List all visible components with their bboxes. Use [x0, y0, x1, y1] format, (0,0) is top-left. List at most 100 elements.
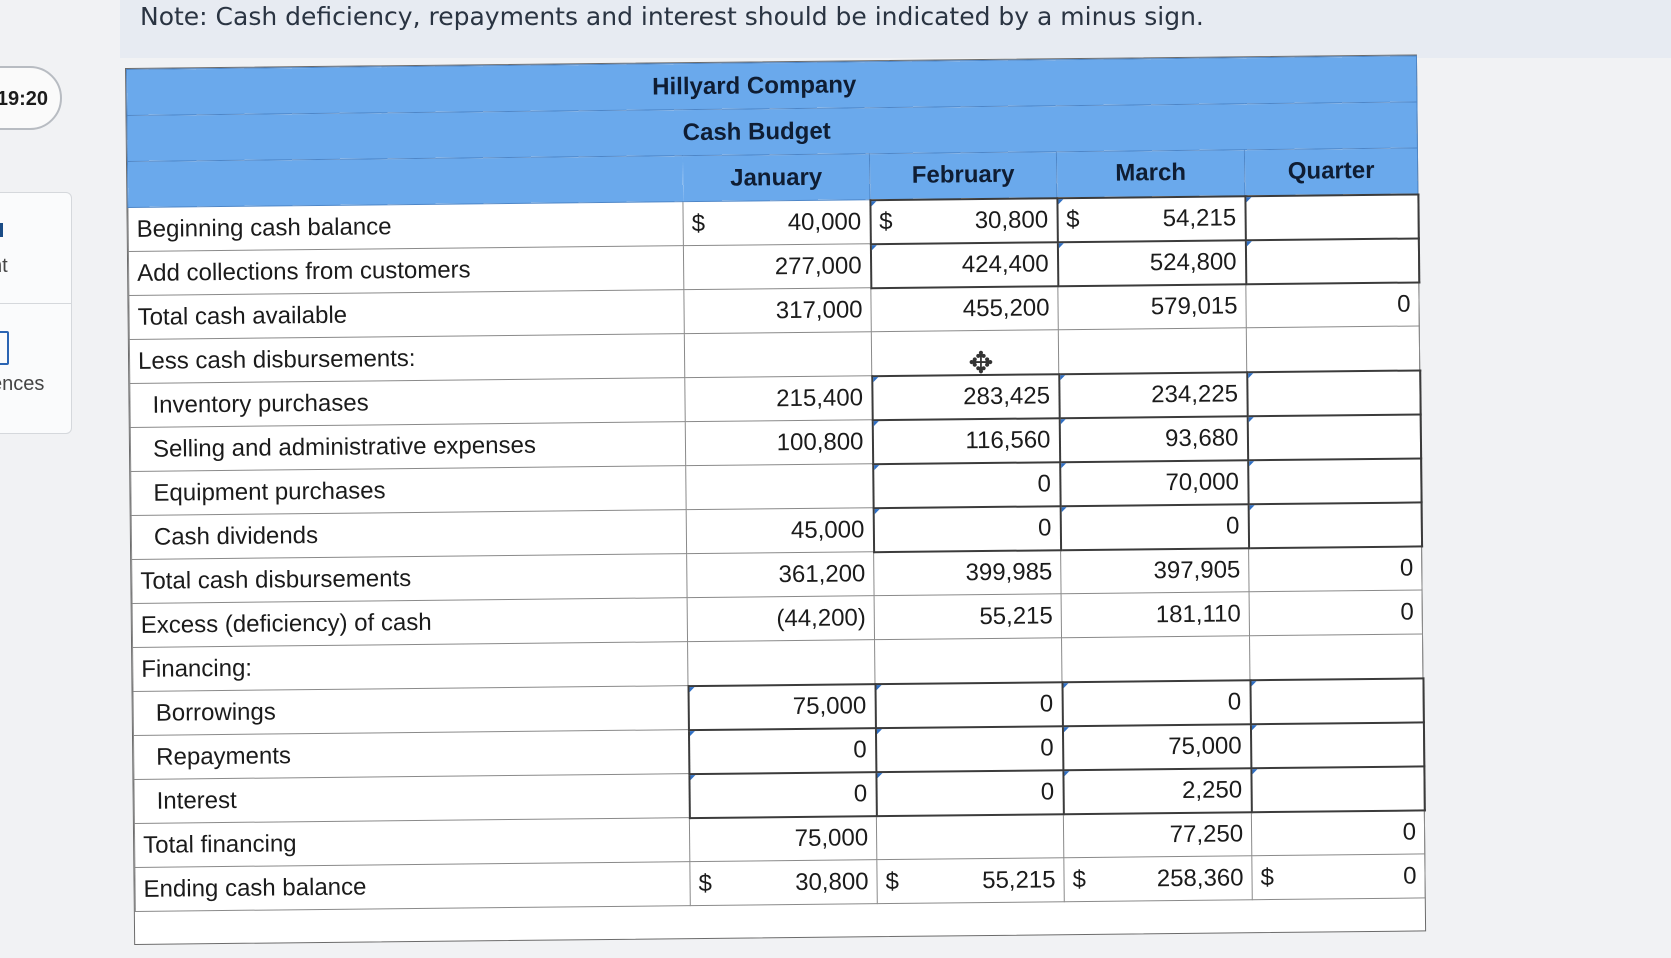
amount-input-cell[interactable]: 75,000 [687, 683, 876, 730]
amount-input-cell[interactable]: 93,680 [1059, 415, 1248, 462]
currency-symbol: $ [885, 867, 900, 895]
cell-value: 54,215 [1162, 203, 1237, 232]
cell-value: 0 [853, 735, 867, 763]
amount-cell: 0 [1249, 589, 1423, 636]
cell-value: 116,560 [965, 425, 1051, 454]
row-label: Less cash disbursements: [129, 333, 685, 384]
cell-value: 0 [1402, 818, 1417, 846]
row-label: Inventory purchases [129, 377, 686, 428]
row-label: Borrowings [133, 685, 689, 736]
row-label: Financing: [132, 641, 688, 692]
cash-budget-table: Hillyard Company Cash Budget January Feb… [126, 55, 1426, 912]
amount-input-cell[interactable] [1248, 501, 1422, 548]
column-header-quarter: Quarter [1244, 147, 1418, 196]
amount-cell: 277,000 [683, 243, 871, 290]
amount-input-cell[interactable] [1245, 237, 1419, 284]
row-label: Cash dividends [131, 509, 687, 560]
cell-value: 215,400 [776, 383, 864, 412]
sidebar-divider [0, 303, 71, 304]
sidebar-item-references[interactable]: ences [0, 373, 45, 395]
amount-cell: 455,200 [870, 285, 1059, 332]
cell-value: 0 [1225, 511, 1240, 539]
amount-cell: 55,215 [874, 593, 1062, 640]
amount-cell [1061, 635, 1250, 682]
amount-input-cell[interactable]: 116,560 [872, 417, 1060, 464]
amount-input-cell[interactable] [1249, 677, 1424, 724]
sidebar-item-label[interactable]: nt [0, 255, 8, 277]
cell-value: 397,905 [1153, 556, 1241, 585]
amount-cell [1058, 327, 1247, 374]
row-label: Equipment purchases [130, 465, 687, 516]
amount-cell: 45,000 [686, 507, 874, 554]
cell-value: 30,800 [795, 867, 869, 896]
currency-symbol: $ [698, 869, 713, 897]
row-label: Interest [133, 773, 690, 824]
cell-value: 181,110 [1155, 599, 1241, 628]
cell-value: 317,000 [775, 295, 863, 324]
amount-input-cell[interactable] [1246, 369, 1421, 416]
cell-value: 455,200 [962, 294, 1050, 322]
amount-input-cell[interactable] [1244, 193, 1419, 240]
label-column-header [127, 155, 683, 208]
amount-cell: $55,215 [876, 857, 1065, 904]
amount-input-cell[interactable]: 0 [875, 769, 1064, 816]
instruction-note: Note: Cash deficiency, repayments and in… [140, 2, 1204, 31]
amount-input-cell[interactable]: 0 [872, 461, 1061, 508]
amount-input-cell[interactable]: 2,250 [1062, 767, 1252, 814]
amount-input-cell[interactable]: 234,225 [1058, 371, 1248, 418]
amount-input-cell[interactable]: 75,000 [1062, 723, 1251, 770]
amount-cell: 579,015 [1057, 283, 1247, 330]
cell-value: 0 [1399, 554, 1414, 582]
cell-value: 75,000 [792, 691, 867, 720]
amount-input-cell[interactable] [1247, 413, 1421, 460]
row-label: Add collections from customers [128, 245, 684, 296]
column-header-january: January [682, 153, 870, 202]
amount-input-cell[interactable] [1247, 457, 1422, 504]
row-label: Beginning cash balance [127, 201, 684, 252]
amount-input-cell[interactable]: 283,425 [871, 373, 1060, 420]
amount-cell: 0 [1251, 809, 1425, 856]
amount-cell: 77,250 [1063, 811, 1252, 858]
row-label: Total cash disbursements [131, 553, 688, 604]
timer-badge[interactable]: 19:20 [0, 66, 62, 130]
amount-input-cell[interactable]: 0 [688, 727, 876, 774]
row-label: Selling and administrative expenses [130, 421, 686, 472]
amount-input-cell[interactable]: 70,000 [1059, 459, 1249, 506]
amount-input-cell[interactable] [1250, 721, 1424, 768]
cash-budget-worksheet: Hillyard Company Cash Budget January Feb… [125, 54, 1427, 945]
flag-icon[interactable] [0, 223, 3, 237]
cell-value: 283,425 [963, 381, 1051, 410]
amount-input-cell[interactable]: 0 [1060, 503, 1249, 550]
amount-input-cell[interactable]: 0 [875, 725, 1063, 772]
amount-cell [876, 813, 1064, 860]
currency-symbol: $ [691, 209, 706, 237]
amount-input-cell[interactable]: 0 [873, 505, 1061, 552]
amount-input-cell[interactable] [1250, 765, 1425, 812]
cell-value: (44,200) [776, 603, 866, 632]
document-icon[interactable] [0, 331, 9, 365]
cell-value: 0 [1403, 862, 1417, 890]
cell-value: 77,250 [1169, 820, 1244, 848]
cell-value: 40,000 [787, 207, 862, 236]
cell-value: 2,250 [1181, 775, 1243, 804]
cell-value: 75,000 [794, 824, 869, 852]
cell-value: 70,000 [1165, 467, 1240, 496]
amount-cell: 215,400 [684, 375, 873, 422]
cell-value: 55,215 [979, 601, 1053, 630]
amount-cell: $0 [1251, 853, 1426, 900]
amount-input-cell[interactable]: $30,800 [869, 197, 1058, 244]
row-label: Total financing [134, 817, 690, 868]
cell-value: 258,360 [1156, 863, 1244, 892]
currency-symbol: $ [879, 207, 893, 235]
currency-symbol: $ [1065, 205, 1080, 233]
sidebar-panel: nt ences [0, 192, 72, 434]
amount-input-cell[interactable]: 0 [688, 771, 877, 818]
amount-input-cell[interactable]: 0 [1061, 679, 1251, 726]
amount-input-cell[interactable]: 524,800 [1057, 239, 1246, 286]
cell-value: 0 [1039, 689, 1054, 717]
amount-input-cell[interactable]: 0 [874, 681, 1063, 728]
amount-cell [1249, 633, 1423, 680]
amount-input-cell[interactable]: $54,215 [1056, 195, 1246, 242]
amount-input-cell[interactable]: 424,400 [870, 241, 1058, 288]
cell-value: 524,800 [1149, 247, 1237, 276]
